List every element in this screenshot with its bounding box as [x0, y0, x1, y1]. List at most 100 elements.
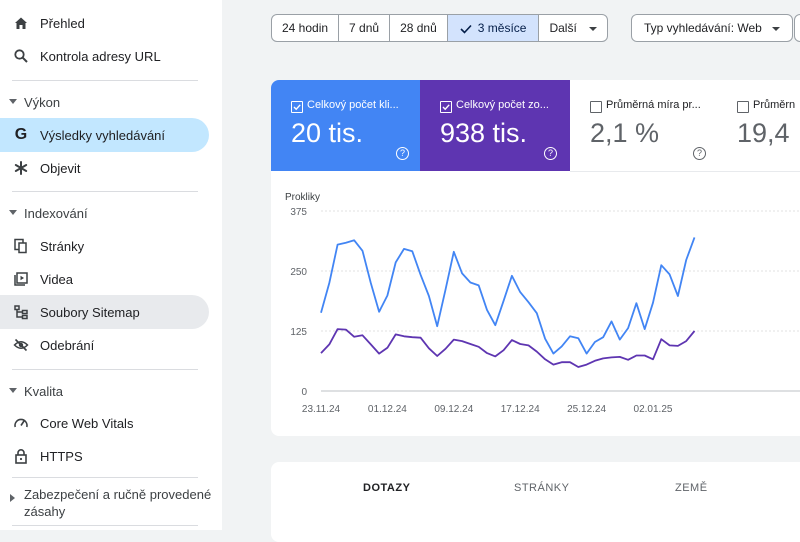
divider [12, 477, 198, 478]
help-icon[interactable]: ? [693, 147, 706, 160]
x-tick-label: 25.12.24 [567, 404, 606, 415]
help-icon[interactable]: ? [544, 147, 557, 160]
nav-label: Odebrání [40, 337, 95, 353]
nav-item-core-web-vitals[interactable]: Core Web Vitals [0, 406, 209, 440]
metric-value: 19,4 [737, 118, 790, 148]
dropdown-caret-icon [588, 26, 597, 31]
speedometer-icon [12, 414, 30, 432]
section-label: Zabezpečení a ručně provedené zásahy [24, 486, 211, 520]
pages-icon [12, 237, 30, 255]
dropdown-caret-icon [771, 26, 780, 31]
nav-label: Kontrola adresy URL [40, 48, 161, 64]
collapse-caret-icon [9, 99, 17, 104]
range-3m-chip[interactable]: 3 měsíce [447, 15, 540, 41]
range-7d-chip[interactable]: 7 dnů [339, 15, 391, 41]
divider [12, 191, 198, 192]
section-label-line2: zásahy [24, 504, 66, 519]
y-tick-label: 0 [301, 387, 307, 398]
divider [12, 80, 198, 81]
section-label: Indexování [24, 205, 88, 221]
add-filter-button[interactable] [794, 14, 800, 42]
section-indexing[interactable]: Indexování [0, 202, 209, 224]
x-tick-label: 17.12.24 [501, 404, 540, 415]
nav-label: Videa [40, 271, 74, 287]
metric-card-ctr[interactable]: Průměrná míra pr... 2,1 % ? [570, 80, 718, 172]
search-type-label: Typ vyhledávání: Web [644, 21, 762, 35]
checkbox-checked-icon[interactable] [291, 101, 303, 113]
divider [12, 369, 198, 370]
collapse-caret-icon [9, 388, 17, 393]
y-tick-label: 250 [290, 267, 307, 278]
metric-card-impressions[interactable]: Celkový počet zo... 938 tis. ? [420, 80, 570, 171]
nav-item-videos[interactable]: Videa [0, 262, 209, 296]
tab-countries[interactable]: ZEMĚ [675, 482, 708, 494]
checkmark-icon [460, 24, 472, 34]
metric-card-position[interactable]: Průměrn 19,4 [717, 80, 800, 172]
nav-label: Stránky [40, 238, 85, 254]
performance-panel: Celkový počet kli... 20 tis. ? Celkový p… [271, 80, 800, 436]
range-3m-label: 3 měsíce [477, 21, 527, 35]
collapse-caret-icon [9, 210, 17, 215]
nav-label: Přehled [40, 15, 85, 31]
metric-card-clicks[interactable]: Celkový počet kli... 20 tis. ? [271, 80, 420, 171]
nav-item-search-results[interactable]: G Výsledky vyhledávání [0, 118, 209, 152]
metric-value: 2,1 % [590, 118, 660, 148]
x-tick-label: 23.11.24 [302, 404, 341, 415]
nav-label: HTTPS [40, 448, 83, 464]
nav-item-removals[interactable]: Odebrání [0, 328, 209, 362]
checkbox-checked-icon[interactable] [440, 101, 452, 113]
more-label: Další [549, 21, 577, 35]
x-tick-label: 09.12.24 [434, 404, 473, 415]
divider [12, 525, 198, 526]
section-performance[interactable]: Výkon [0, 91, 209, 113]
nav-label: Výsledky vyhledávání [40, 127, 166, 143]
google-g-icon: G [14, 126, 28, 143]
metric-label: Průměrná míra pr... [606, 99, 701, 111]
metric-label: Celkový počet kli... [307, 99, 399, 111]
metric-label: Průměrn [753, 99, 796, 111]
nav-item-https[interactable]: HTTPS [0, 439, 209, 473]
range-24h-chip[interactable]: 24 hodin [272, 15, 340, 41]
performance-chart: Prokliky 0 125 250 375 23.11.24 01.12.24 09.12.… [285, 192, 800, 415]
date-range-filter: 24 hodin 7 dnů 28 dnů 3 měsíce Další [271, 14, 608, 42]
search-icon [12, 47, 30, 65]
clicks-series-line [320, 237, 696, 355]
section-security[interactable]: Zabezpečení a ručně provedené zásahy [0, 484, 211, 520]
video-icon [12, 270, 30, 288]
section-label: Kvalita [24, 383, 64, 399]
section-quality[interactable]: Kvalita [0, 380, 209, 402]
nav-item-overview[interactable]: Přehled [0, 6, 209, 40]
impressions-series-line [320, 328, 696, 368]
search-type-dropdown[interactable]: Typ vyhledávání: Web [631, 14, 793, 42]
section-label-line1: Zabezpečení a ručně provedené [24, 487, 212, 502]
nav-item-discover[interactable]: Objevit [0, 151, 209, 185]
checkbox-unchecked-icon[interactable] [737, 101, 749, 113]
expand-caret-icon [10, 494, 15, 502]
nav-item-url-inspection[interactable]: Kontrola adresy URL [0, 39, 209, 73]
help-icon[interactable]: ? [396, 147, 409, 160]
y-axis-title: Prokliky [285, 192, 320, 203]
sitemap-icon [12, 303, 30, 321]
metric-value: 938 tis. [440, 118, 528, 148]
x-tick-label: 02.01.25 [634, 404, 673, 415]
nav-item-sitemaps[interactable]: Soubory Sitemap [0, 295, 209, 329]
nav-item-pages[interactable]: Stránky [0, 229, 209, 263]
range-28d-chip[interactable]: 28 dnů [390, 15, 448, 41]
y-tick-label: 125 [290, 327, 307, 338]
visibility-off-icon [12, 336, 30, 354]
nav-label: Core Web Vitals [40, 415, 134, 431]
tab-queries[interactable]: DOTAZY [363, 482, 411, 494]
tab-pages[interactable]: STRÁNKY [514, 482, 570, 494]
nav-label: Objevit [40, 160, 81, 176]
asterisk-icon [12, 159, 30, 177]
metric-value: 20 tis. [291, 118, 364, 148]
metric-label: Celkový počet zo... [456, 99, 549, 111]
more-ranges-dropdown[interactable]: Další [539, 15, 606, 41]
lock-icon [12, 447, 30, 465]
tabs-panel: DOTAZY STRÁNKY ZEMĚ [271, 462, 800, 542]
nav-label: Soubory Sitemap [40, 304, 140, 320]
sidebar: Přehled Kontrola adresy URL Výkon G Výsl… [0, 0, 222, 530]
home-icon [12, 14, 30, 32]
section-label: Výkon [24, 94, 61, 110]
checkbox-unchecked-icon[interactable] [590, 101, 602, 113]
